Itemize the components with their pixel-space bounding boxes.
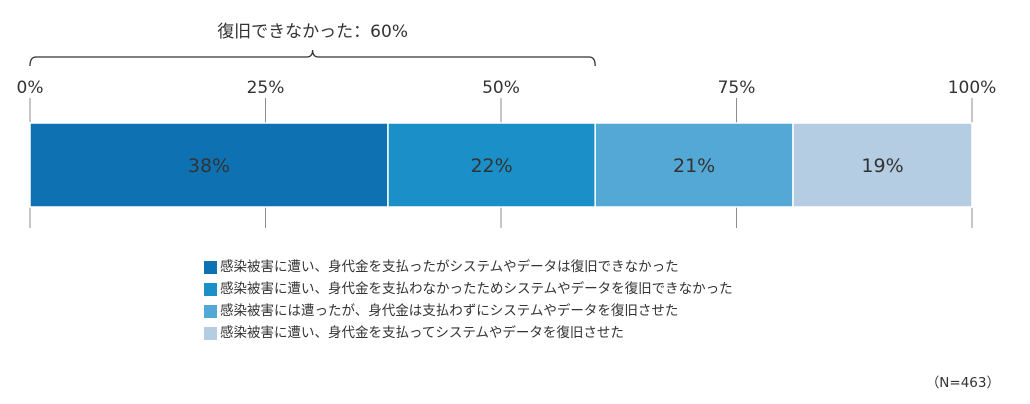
legend-label: 感染被害に遭い、身代金を支払ったがシステムやデータは復旧できなかった: [220, 259, 679, 275]
bar-segment: [387, 122, 596, 208]
legend-swatch: [204, 260, 217, 274]
tick-label: 25%: [247, 78, 285, 98]
legend-item: 感染被害に遭い、身代金を支払ってシステムやデータを復旧させた: [204, 322, 733, 344]
bar-segments: 38% 22% 21% 19%: [29, 122, 973, 208]
legend-item: 感染被害に遭い、身代金を支払ったがシステムやデータは復旧できなかった: [204, 256, 733, 278]
legend-item: 感染被害には遭ったが、身代金は支払わずにシステムやデータを復旧させた: [204, 300, 733, 322]
bar-value-label: 19%: [861, 155, 903, 177]
sample-size-note: （N=463）: [925, 375, 1000, 391]
bar-value-label: 22%: [470, 155, 512, 177]
tick-label: 0%: [17, 78, 44, 98]
annotation: 復旧できなかった：60%: [29, 22, 596, 67]
legend-label: 感染被害に遭い、身代金を支払ってシステムやデータを復旧させた: [220, 325, 624, 341]
bar-segment: [594, 122, 794, 208]
annotation-brace: [29, 49, 596, 67]
tick-label: 50%: [482, 78, 520, 98]
bar-value-label: 21%: [673, 155, 715, 177]
tick-label: 100%: [948, 78, 997, 98]
bar-segment: [29, 122, 389, 208]
legend-label: 感染被害には遭ったが、身代金は支払わずにシステムやデータを復旧させた: [220, 303, 679, 319]
legend-label: 感染被害に遭い、身代金を支払わなかったためシステムやデータを復旧できなかった: [220, 281, 733, 297]
tick-label: 75%: [718, 78, 756, 98]
bar-value-label: 38%: [188, 155, 230, 177]
legend-swatch: [204, 304, 217, 318]
legend-swatch: [204, 326, 217, 340]
legend-swatch: [204, 282, 217, 296]
tick-labels: 0% 25% 50% 75% 100%: [17, 78, 997, 98]
legend: 感染被害に遭い、身代金を支払ったがシステムやデータは復旧できなかった 感染被害に…: [204, 256, 733, 344]
legend-item: 感染被害に遭い、身代金を支払わなかったためシステムやデータを復旧できなかった: [204, 278, 733, 300]
annotation-text: 復旧できなかった：60%: [217, 22, 408, 42]
bar-segment: [792, 122, 973, 208]
